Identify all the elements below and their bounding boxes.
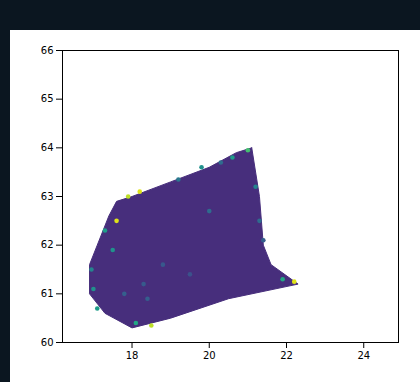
svg-text:20: 20 bbox=[203, 350, 216, 361]
svg-text:63: 63 bbox=[41, 191, 54, 202]
svg-text:65: 65 bbox=[41, 93, 54, 104]
svg-text:64: 64 bbox=[41, 142, 54, 153]
svg-text:61: 61 bbox=[41, 288, 54, 299]
svg-text:66: 66 bbox=[41, 45, 54, 56]
svg-text:24: 24 bbox=[357, 350, 370, 361]
svg-text:62: 62 bbox=[41, 239, 54, 250]
svg-text:60: 60 bbox=[41, 337, 54, 348]
svg-text:18: 18 bbox=[126, 350, 139, 361]
svg-text:22: 22 bbox=[280, 350, 293, 361]
